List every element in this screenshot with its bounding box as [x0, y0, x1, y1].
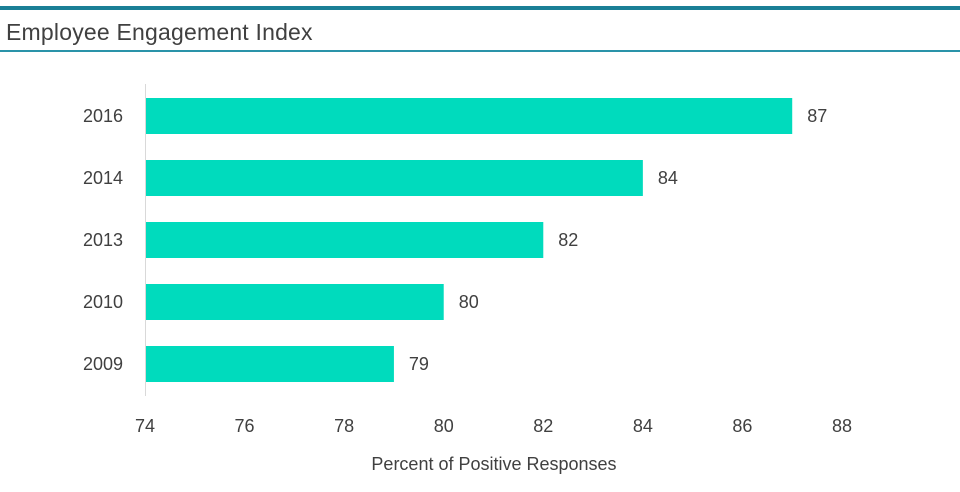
chart-title: Employee Engagement Index [6, 19, 313, 45]
x-tick-label-84: 84 [633, 416, 653, 436]
bar-2013 [146, 222, 544, 258]
bars-group: 2016 87 2014 84 2013 82 2010 80 2009 79 [83, 98, 827, 382]
data-label-2010: 80 [459, 292, 479, 312]
x-tick-label-76: 76 [235, 416, 255, 436]
data-label-2013: 82 [558, 230, 578, 250]
y-tick-label-2014: 2014 [83, 168, 123, 188]
bar-2016 [146, 98, 793, 134]
header-top-rule [0, 6, 960, 10]
x-tick-label-74: 74 [135, 416, 155, 436]
header-bottom-rule [0, 50, 960, 52]
y-tick-label-2013: 2013 [83, 230, 123, 250]
x-tick-labels: 74 76 78 80 82 84 86 88 [135, 416, 852, 436]
x-tick-label-80: 80 [434, 416, 454, 436]
y-tick-label-2016: 2016 [83, 106, 123, 126]
data-label-2014: 84 [658, 168, 678, 188]
x-tick-label-86: 86 [732, 416, 752, 436]
x-tick-label-88: 88 [832, 416, 852, 436]
y-tick-label-2010: 2010 [83, 292, 123, 312]
x-tick-label-82: 82 [533, 416, 553, 436]
y-tick-label-2009: 2009 [83, 354, 123, 374]
bar-2010 [146, 284, 444, 320]
x-tick-label-78: 78 [334, 416, 354, 436]
bar-2009 [146, 346, 394, 382]
x-axis-title: Percent of Positive Responses [371, 454, 616, 474]
data-label-2016: 87 [807, 106, 827, 126]
bar-2014 [146, 160, 643, 196]
data-label-2009: 79 [409, 354, 429, 374]
